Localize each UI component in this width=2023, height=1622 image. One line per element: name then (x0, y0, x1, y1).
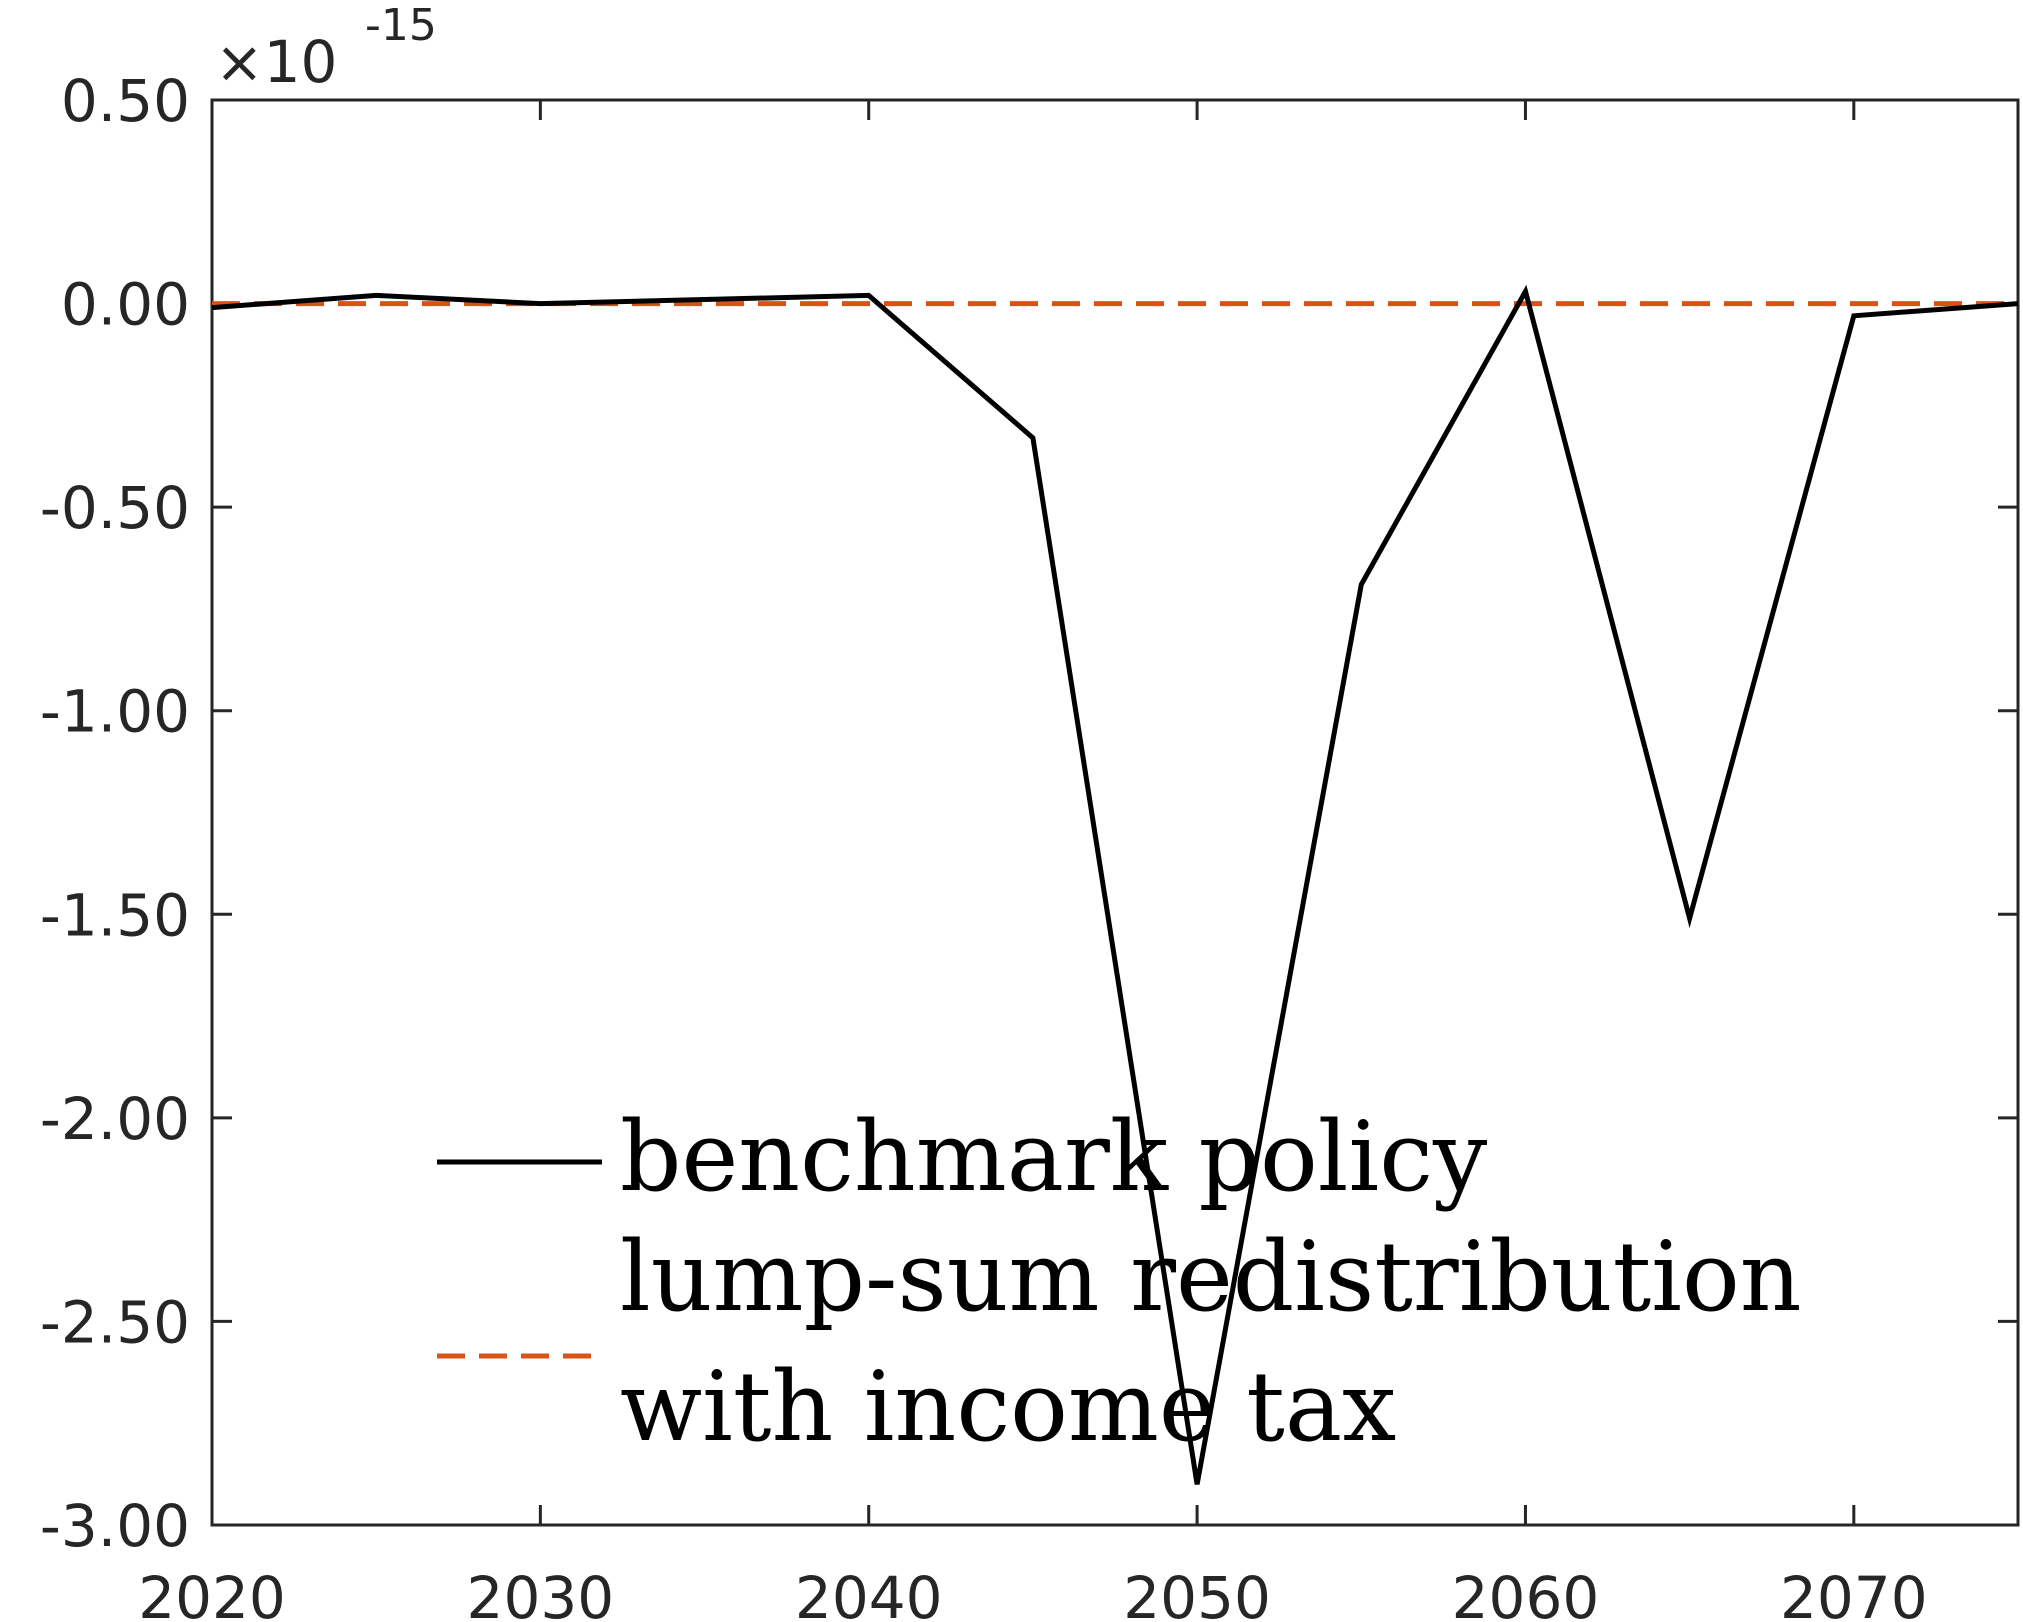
y-tick-label: -0.50 (40, 474, 190, 542)
y-axis-exponent: ×10 -15 (215, 0, 437, 96)
x-tick-label: 2030 (467, 1564, 615, 1622)
y-tick-label: -3.00 (40, 1492, 190, 1560)
exponent-power: -15 (365, 0, 437, 51)
y-tick-label: 0.00 (61, 271, 190, 339)
y-tick-label: -1.50 (40, 881, 190, 949)
exponent-base: ×10 (215, 28, 337, 96)
y-tick-label: -2.50 (40, 1288, 190, 1356)
x-tick-label: 2040 (795, 1564, 943, 1622)
legend-label-lump-sum-line1: lump-sum redistribution (620, 1221, 1802, 1333)
x-tick-label: 2050 (1123, 1564, 1271, 1622)
x-tick-label: 2060 (1452, 1564, 1600, 1622)
legend-label-lump-sum-line2: with income tax (620, 1351, 1396, 1463)
y-tick-label: -1.00 (40, 678, 190, 746)
y-tick-label: -2.00 (40, 1085, 190, 1153)
legend-label-benchmark-policy: benchmark policy (620, 1101, 1487, 1213)
x-tick-label: 2070 (1780, 1564, 1928, 1622)
series-line-benchmark-policy (211, 284, 2019, 1485)
x-tick-label: 2020 (138, 1564, 286, 1622)
legend: benchmark policy lump-sum redistribution… (437, 1101, 1802, 1463)
plot-area: 2020 2030 2040 2050 2060 2070 0.50 0.00 -0.50 -1.… (40, 67, 2020, 1622)
y-tick-label: 0.50 (61, 67, 190, 135)
axes-box (210, 98, 2020, 1527)
